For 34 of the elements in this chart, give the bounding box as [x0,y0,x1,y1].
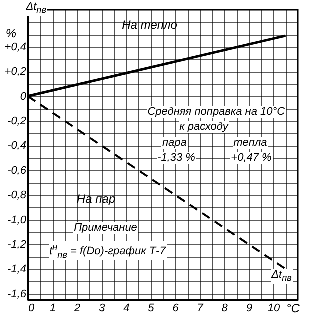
x-tick-label: 2 [74,302,81,314]
annotation: +0,47 % [230,152,273,164]
x-tick-label: 8 [222,302,229,314]
x-tick-label: 7 [197,302,204,314]
x-tick-label: 0 [28,302,36,314]
annotation: к расходу [178,120,230,133]
y-tick-label: -0,2 [8,116,26,128]
y-tick-label: +0,2 [4,66,26,78]
annotation: t$^{н}$$_{пв}$ = f(Dо)-график Т-7 [48,240,167,260]
annotation: Δt$_{пв}$ [25,1,48,16]
x-axis-title: °C [286,302,300,316]
annotation: -1,33 % [156,152,196,164]
x-tick-label: 5 [148,302,156,314]
annotation: тепла [232,136,268,149]
y-tick-label: -1,4 [8,264,26,276]
y-tick-label: -1,0 [8,214,28,226]
x-tick-label: 10 [268,302,281,314]
x-tick-label: 9 [246,302,252,314]
y-tick-label: -0,8 [8,190,28,202]
annotation: Примечание [73,222,138,234]
x-tick-label: 6 [172,302,180,314]
annotation: пара [161,136,188,149]
y-tick-label: -1,6 [8,288,28,300]
y-tick-label: -1,2 [8,238,26,251]
annotation: Δt$_{пв}$ [270,269,293,284]
y-tick-label: -0,6 [8,164,28,177]
y-tick-label: -0,4 [8,140,26,152]
x-tick-label: 4 [124,302,130,314]
y-tick-label: +0,4 [4,42,26,54]
y-tick-label: 0 [20,90,28,103]
y-axis-title: % [6,26,17,40]
x-tick-label: 3 [99,302,106,314]
x-tick-label: 1 [50,302,56,314]
annotation: Средняя поправка на 10°C [146,106,286,118]
